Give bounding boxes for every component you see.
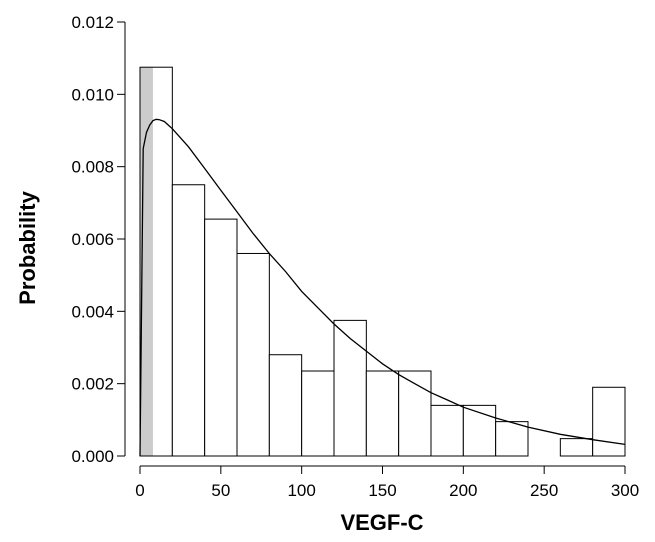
x-tick-label: 150 [368,481,396,500]
histogram-bar-14 [559,438,594,457]
y-axis: 0.000 0.002 0.004 0.006 0.008 0.010 0.012 [71,13,126,466]
y-tick-label: 0.008 [71,158,114,177]
histogram-bar-11 [462,404,497,457]
y-tick-label: 0.006 [71,230,114,249]
x-tick-label: 100 [287,481,315,500]
y-tick-label: 0.002 [71,375,114,394]
x-tick-label: 200 [449,481,477,500]
histogram-bar-6 [301,370,335,457]
histogram-bar-3 [204,218,238,457]
y-tick-label: 0.010 [71,85,114,104]
density-curve-layer [139,118,626,457]
x-axis-title: VEGF-C [340,510,423,535]
y-tick-label: 0.012 [71,13,114,32]
histogram-bar-4 [236,252,270,457]
x-tick-label: 250 [530,481,558,500]
histogram-bar-10 [430,404,464,457]
histogram-bar-9 [398,370,432,457]
y-tick-label: 0.000 [71,447,114,466]
histogram-bar-5 [268,354,303,457]
y-tick-label: 0.004 [71,302,114,321]
y-axis-title: Probability [15,190,40,304]
x-tick-label: 50 [211,481,230,500]
density-curve [139,118,626,457]
histogram-bar-12 [495,421,529,457]
histogram-bars [139,66,626,457]
histogram-bar-7 [333,319,367,457]
histogram-bar-15 [592,386,626,457]
x-tick-label: 300 [611,481,639,500]
x-axis: 0 50 100 150 200 250 300 [135,465,639,500]
histogram-bar-8 [365,370,400,457]
histogram-bar-2 [171,184,206,457]
x-tick-label: 0 [135,481,144,500]
